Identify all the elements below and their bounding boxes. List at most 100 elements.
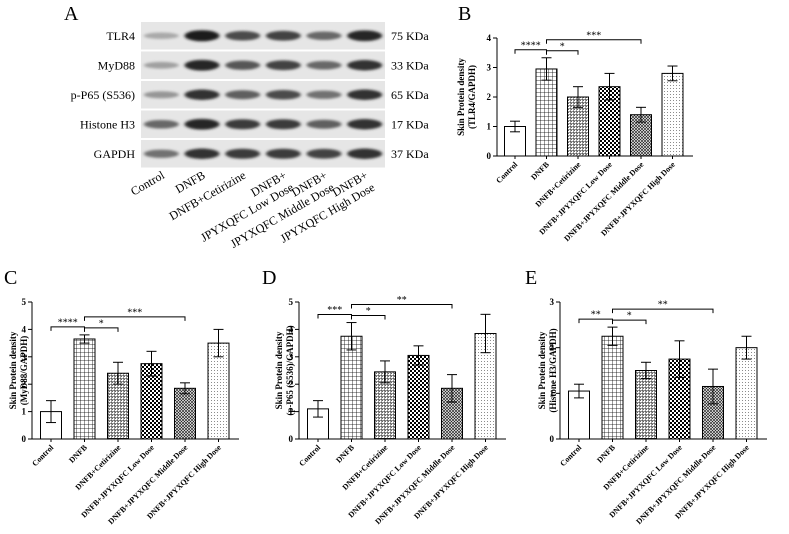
- y-tick-label: 0: [289, 434, 294, 444]
- panel-letter-e: E: [525, 267, 537, 289]
- blot-strip: [141, 81, 385, 109]
- blot-band: [347, 148, 383, 159]
- blot-strip: [141, 110, 385, 138]
- blot-band: [347, 30, 383, 42]
- blot-strip: [141, 140, 385, 168]
- blot-band: [306, 119, 342, 129]
- y-tick-label: 5: [289, 297, 294, 307]
- panel-letter-b: B: [458, 3, 471, 25]
- blot-size-label: 75 KDa: [391, 29, 429, 43]
- significance-bracket: [546, 39, 642, 44]
- blot-band: [265, 119, 301, 130]
- significance-label: ****: [521, 40, 541, 51]
- blot-band: [225, 148, 261, 159]
- significance-bracket: [351, 304, 453, 309]
- blot-size-label: 33 KDa: [391, 58, 429, 72]
- bar: [340, 335, 363, 440]
- significance-label: ***: [586, 30, 601, 41]
- blot-row-label: MyD88: [98, 58, 135, 72]
- blot-band: [265, 30, 301, 41]
- chart-panel-d: 0 1 2 3 4 5 Skin Protein density(p-P65 (S536)/…: [274, 295, 506, 526]
- significance-label: **: [658, 300, 668, 311]
- western-blot-panel: TLR4 75 KDa MyD88 33 KDa p-P65 (S536) 65 KDa H…: [71, 22, 429, 251]
- chart-panel-e: 0 1 2 3 Skin Protein density(Histone H3/GAPD…: [537, 297, 767, 526]
- y-tick-label: 1: [22, 407, 27, 417]
- y-tick-label: 2: [289, 379, 294, 389]
- significance-label: *: [560, 41, 565, 52]
- significance-bracket: [546, 50, 579, 55]
- y-tick-label: 4: [289, 324, 294, 334]
- blot-band: [265, 60, 301, 71]
- x-tick-label: Control: [558, 443, 584, 469]
- significance-label: ***: [327, 305, 342, 316]
- blot-band: [306, 31, 342, 41]
- significance-bracket: [84, 316, 186, 321]
- blot-band: [265, 148, 301, 159]
- significance-label: **: [397, 295, 407, 306]
- y-tick-label: 1: [487, 122, 492, 132]
- x-tick-label: Control: [30, 443, 56, 469]
- significance-bracket: [351, 315, 386, 320]
- x-tick-label: Control: [494, 160, 520, 186]
- y-tick-label: 0: [550, 434, 555, 444]
- significance-label: **: [591, 310, 601, 321]
- bar: [174, 387, 196, 440]
- blot-row-label: GAPDH: [94, 147, 136, 161]
- y-tick-label: 0: [487, 151, 492, 161]
- blot-strip: [141, 22, 385, 50]
- bar: [73, 338, 96, 440]
- blot-band: [184, 30, 220, 42]
- y-tick-label: 1: [550, 388, 555, 398]
- blot-band: [184, 89, 220, 100]
- blot-lane-label: Control: [128, 168, 167, 199]
- bar: [635, 370, 657, 440]
- significance-label: *: [99, 318, 104, 329]
- bar: [535, 68, 558, 157]
- blot-band: [143, 91, 179, 99]
- bar: [735, 347, 758, 440]
- y-axis-label: Skin Protein density(p-P65 (S536)/GAPDH): [274, 325, 295, 415]
- y-tick-label: 0: [22, 434, 27, 444]
- blot-row-label: p-P65 (S536): [71, 88, 135, 102]
- chart-panel-c: 0 1 2 3 4 5 Skin Protein density(MyD88/GAPDH) C…: [8, 297, 239, 526]
- bar: [661, 72, 684, 157]
- significance-bracket: [612, 319, 647, 325]
- y-axis-label: Skin Protein density(MyD88/GAPDH): [8, 331, 29, 409]
- blot-band: [225, 90, 261, 100]
- blot-band: [225, 119, 261, 130]
- bar: [601, 335, 624, 440]
- blot-band: [225, 60, 261, 70]
- panel-letter-c: C: [4, 267, 17, 289]
- chart-panel-b: 0 1 2 3 4 Skin Protein density(TLR4/GAPDH) Con…: [456, 30, 693, 243]
- blot-band: [347, 89, 383, 100]
- y-tick-label: 3: [550, 297, 555, 307]
- panel-letter-a: A: [64, 3, 79, 25]
- blot-band: [306, 60, 342, 70]
- blot-row-label: TLR4: [106, 29, 135, 43]
- blot-band: [265, 90, 301, 100]
- blot-band: [184, 118, 220, 130]
- blot-band: [225, 31, 261, 41]
- y-tick-label: 5: [22, 297, 27, 307]
- significance-bracket: [612, 308, 714, 314]
- significance-label: ****: [58, 317, 78, 328]
- x-tick-label: Control: [297, 443, 323, 469]
- blot-band: [347, 119, 383, 130]
- panel-letter-d: D: [262, 267, 276, 289]
- y-tick-label: 3: [487, 63, 492, 73]
- blot-size-label: 65 KDa: [391, 88, 429, 102]
- blot-band: [184, 148, 220, 159]
- blot-band: [143, 61, 179, 69]
- blot-band: [143, 149, 179, 158]
- y-axis-label: Skin Protein density(Histone H3/GAPDH): [537, 328, 558, 412]
- significance-label: *: [627, 311, 632, 322]
- bar: [207, 342, 230, 440]
- y-tick-label: 2: [550, 343, 555, 353]
- y-tick-label: 3: [22, 352, 27, 362]
- bar: [407, 354, 430, 440]
- blot-band: [184, 59, 220, 71]
- x-tick-label: DNFB: [595, 443, 617, 465]
- y-tick-label: 1: [289, 407, 294, 417]
- y-axis-label: Skin Protein density(TLR4/GAPDH): [456, 58, 477, 136]
